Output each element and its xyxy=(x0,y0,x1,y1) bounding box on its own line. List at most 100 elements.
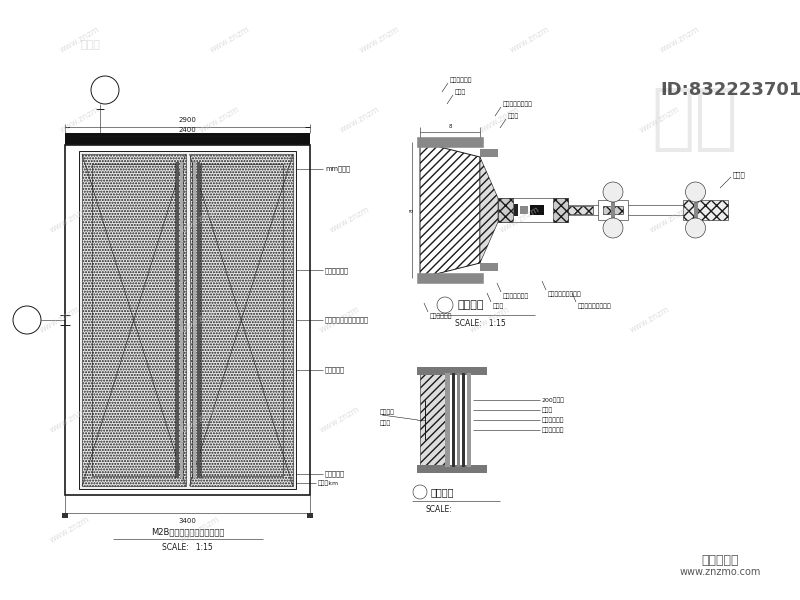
Text: 8: 8 xyxy=(410,208,415,212)
Text: 一相门锁（与海山）: 一相门锁（与海山） xyxy=(578,303,612,309)
Text: www.znzm: www.znzm xyxy=(658,25,702,55)
Bar xyxy=(568,206,593,214)
Text: 板处理: 板处理 xyxy=(380,420,391,426)
Text: ID:832223701: ID:832223701 xyxy=(660,81,800,99)
Text: 南一木定木模: 南一木定木模 xyxy=(542,417,565,423)
Text: www.znzm: www.znzm xyxy=(358,25,402,55)
Bar xyxy=(417,137,483,147)
Bar xyxy=(467,373,471,467)
Text: 六厚四环: 六厚四环 xyxy=(380,409,395,415)
Text: www.znzm: www.znzm xyxy=(48,515,92,545)
Text: 一木定制泡棉: 一木定制泡棉 xyxy=(430,313,453,319)
Text: 地平线km: 地平线km xyxy=(318,480,339,486)
Text: 长把手: 长把手 xyxy=(733,172,746,178)
Bar xyxy=(498,198,568,222)
Text: www.znzm: www.znzm xyxy=(628,305,672,335)
Text: ①: ① xyxy=(24,322,30,326)
Bar xyxy=(611,202,615,218)
Circle shape xyxy=(13,306,41,334)
Polygon shape xyxy=(480,157,498,263)
Text: www.znzm: www.znzm xyxy=(318,305,362,335)
Bar xyxy=(417,367,487,375)
Bar xyxy=(603,206,623,214)
Text: 油漆层: 油漆层 xyxy=(455,89,466,95)
Circle shape xyxy=(686,218,706,238)
Text: www.znzm: www.znzm xyxy=(58,25,102,55)
Bar xyxy=(190,154,293,486)
Text: 知末: 知末 xyxy=(652,85,738,154)
Text: www.znzm: www.znzm xyxy=(338,105,382,135)
Bar xyxy=(683,200,728,220)
Text: SCALE:: SCALE: xyxy=(425,505,452,514)
Circle shape xyxy=(603,182,623,202)
Bar xyxy=(417,273,483,283)
Text: www.znzm: www.znzm xyxy=(198,105,242,135)
Text: 富山拆: 富山拆 xyxy=(508,113,519,119)
Text: www.znzm: www.znzm xyxy=(508,25,552,55)
Text: www.znzm: www.znzm xyxy=(58,105,102,135)
Text: 2400: 2400 xyxy=(178,127,196,133)
Bar xyxy=(193,162,195,478)
Text: 3400: 3400 xyxy=(178,518,197,524)
Bar xyxy=(300,145,310,495)
Text: www.znzm: www.znzm xyxy=(638,105,682,135)
Bar xyxy=(199,164,283,476)
Bar xyxy=(480,263,498,271)
Bar xyxy=(514,204,518,216)
Bar xyxy=(520,206,528,214)
Text: www.znzm: www.znzm xyxy=(648,205,692,235)
Text: A: A xyxy=(442,301,448,310)
Circle shape xyxy=(603,218,623,238)
Bar xyxy=(462,373,465,467)
Text: 2900: 2900 xyxy=(178,117,197,123)
Bar xyxy=(498,198,513,222)
Text: www.znzm: www.znzm xyxy=(328,205,372,235)
Bar xyxy=(65,145,75,495)
Bar xyxy=(553,198,568,222)
Text: 一木打底漆: 一木打底漆 xyxy=(325,367,345,373)
Text: M2B门立面（大样板双扇门）: M2B门立面（大样板双扇门） xyxy=(151,527,224,536)
Bar xyxy=(307,513,313,518)
Bar xyxy=(445,373,450,467)
Bar xyxy=(92,164,175,476)
Text: 一木门框盖层: 一木门框盖层 xyxy=(325,267,349,274)
Text: 200木心板: 200木心板 xyxy=(542,397,565,403)
Text: mm厚四环: mm厚四环 xyxy=(325,166,350,172)
Text: www.znzm: www.znzm xyxy=(498,205,542,235)
Text: 向左视图: 向左视图 xyxy=(457,300,483,310)
Text: 南一木定制木工项: 南一木定制木工项 xyxy=(503,101,533,107)
Text: www.znzm: www.znzm xyxy=(178,205,222,235)
Bar xyxy=(457,373,460,467)
Bar xyxy=(420,370,445,470)
Text: 一组门锁（与海山）: 一组门锁（与海山） xyxy=(548,291,582,297)
Bar xyxy=(65,145,310,495)
Text: 富山拆: 富山拆 xyxy=(542,407,554,413)
Text: www.znzm: www.znzm xyxy=(478,105,522,135)
Bar xyxy=(82,154,186,486)
Circle shape xyxy=(413,485,427,499)
Bar xyxy=(452,373,455,467)
Circle shape xyxy=(686,182,706,202)
Text: 南一木定制门框: 南一木定制门框 xyxy=(503,293,530,299)
Text: www.znzm: www.znzm xyxy=(178,405,222,435)
Circle shape xyxy=(91,76,119,104)
Text: 8: 8 xyxy=(448,124,452,129)
Bar xyxy=(417,465,487,473)
Bar xyxy=(503,206,511,214)
Text: 南一定木心板: 南一定木心板 xyxy=(542,427,565,433)
Text: 偏形雷嘴沟: 偏形雷嘴沟 xyxy=(325,470,345,478)
Text: www.znzm: www.znzm xyxy=(48,205,92,235)
Text: www.znzm: www.znzm xyxy=(48,405,92,435)
Bar xyxy=(179,162,182,478)
Text: A: A xyxy=(23,312,30,322)
Bar xyxy=(175,162,178,478)
Text: 一木定制泡棉: 一木定制泡棉 xyxy=(450,77,473,83)
Text: www.znzm: www.znzm xyxy=(38,305,82,335)
Text: SCALE:   1:15: SCALE: 1:15 xyxy=(162,542,213,551)
Text: www.znzm: www.znzm xyxy=(208,25,252,55)
Text: www.znzm: www.znzm xyxy=(178,515,222,545)
Circle shape xyxy=(437,297,453,313)
Text: 知末资料库: 知末资料库 xyxy=(702,553,738,566)
Text: ①: ① xyxy=(102,91,108,97)
Text: www.znzm: www.znzm xyxy=(468,305,512,335)
